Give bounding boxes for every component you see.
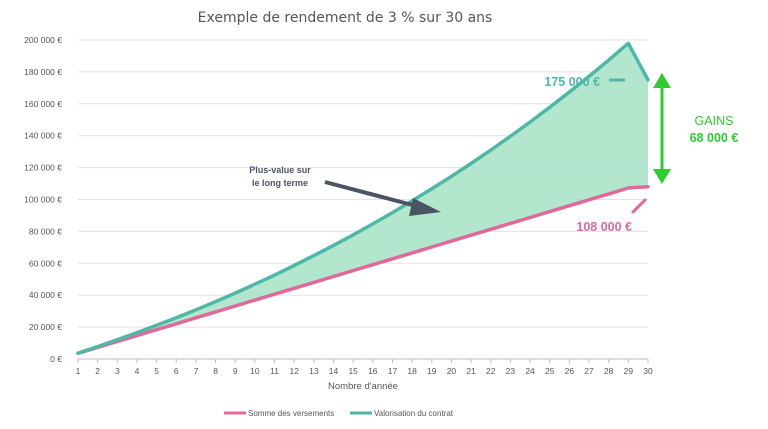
- x-tick-label: 23: [506, 366, 516, 376]
- x-tick-label: 26: [565, 366, 575, 376]
- bottom-value-dash: [631, 198, 647, 214]
- x-tick-label: 9: [233, 366, 238, 376]
- x-tick-label: 8: [213, 366, 218, 376]
- x-tick-label: 22: [486, 366, 496, 376]
- plus-value-text-line1: Plus-value sur: [249, 165, 311, 175]
- y-tick-label: 120 000 €: [24, 163, 62, 173]
- x-tick-label: 6: [174, 366, 179, 376]
- chart-title: Exemple de rendement de 3 % sur 30 ans: [198, 10, 493, 26]
- x-tick-label: 16: [368, 366, 378, 376]
- x-tick-label: 2: [95, 366, 100, 376]
- gains-label: GAINS: [695, 114, 734, 128]
- x-tick-label: 24: [525, 366, 535, 376]
- x-axis-label: Nombre d'année: [328, 381, 398, 392]
- x-tick-label: 29: [624, 366, 634, 376]
- gain-area: [78, 43, 648, 354]
- legend-label-versements: Somme des versements: [248, 409, 334, 418]
- x-tick-label: 20: [447, 366, 457, 376]
- x-tick-label: 10: [250, 366, 260, 376]
- y-tick-label: 40 000 €: [29, 290, 62, 300]
- plus-value-text-line2: le long terme: [252, 178, 308, 188]
- x-tick-label: 13: [309, 366, 319, 376]
- bottom-value-annotation: 108 000 €: [576, 220, 632, 234]
- y-axis: 0 € 20 000 € 40 000 € 60 000 € 80 000 € 100 0…: [24, 35, 62, 364]
- x-axis: 1 2 3 4 5 6 7 8 9 10 11 12 13 14 15 16 17 18 19 20 21 22 23 24 2…: [76, 359, 653, 376]
- y-tick-label: 160 000 €: [24, 99, 62, 109]
- y-tick-label: 140 000 €: [24, 131, 62, 141]
- x-tick-label: 30: [643, 366, 653, 376]
- legend-label-valorisation: Valorisation du contrat: [374, 409, 454, 418]
- x-tick-label: 4: [135, 366, 140, 376]
- x-tick-label: 18: [407, 366, 417, 376]
- x-tick-label: 3: [115, 366, 120, 376]
- x-tick-label: 25: [545, 366, 555, 376]
- x-tick-label: 1: [76, 366, 81, 376]
- x-tick-label: 19: [427, 366, 437, 376]
- y-tick-label: 60 000 €: [29, 258, 62, 268]
- plus-value-arrow: [324, 180, 441, 216]
- gains-value: 68 000 €: [690, 131, 739, 145]
- x-tick-label: 15: [348, 366, 358, 376]
- x-tick-label: 27: [584, 366, 594, 376]
- x-tick-label: 11: [270, 366, 279, 376]
- x-tick-label: 5: [154, 366, 159, 376]
- y-tick-label: 100 000 €: [24, 195, 62, 205]
- gains-arrow: [653, 73, 671, 184]
- x-tick-label: 21: [466, 366, 476, 376]
- x-tick-label: 7: [194, 366, 199, 376]
- x-tick-label: 17: [388, 366, 398, 376]
- x-tick-label: 14: [329, 366, 339, 376]
- y-tick-label: 180 000 €: [24, 67, 62, 77]
- y-tick-label: 80 000 €: [29, 226, 62, 236]
- x-tick-label: 28: [604, 366, 614, 376]
- legend: Somme des versements Valorisation du con…: [224, 409, 454, 418]
- x-tick-label: 12: [289, 366, 299, 376]
- y-tick-label: 0 €: [50, 354, 62, 364]
- top-value-annotation: 175 000 €: [544, 75, 600, 89]
- y-tick-label: 20 000 €: [29, 322, 62, 332]
- series-line-valorisation: [76, 41, 650, 355]
- y-tick-label: 200 000 €: [24, 35, 62, 45]
- series-line-versements: [76, 184, 650, 356]
